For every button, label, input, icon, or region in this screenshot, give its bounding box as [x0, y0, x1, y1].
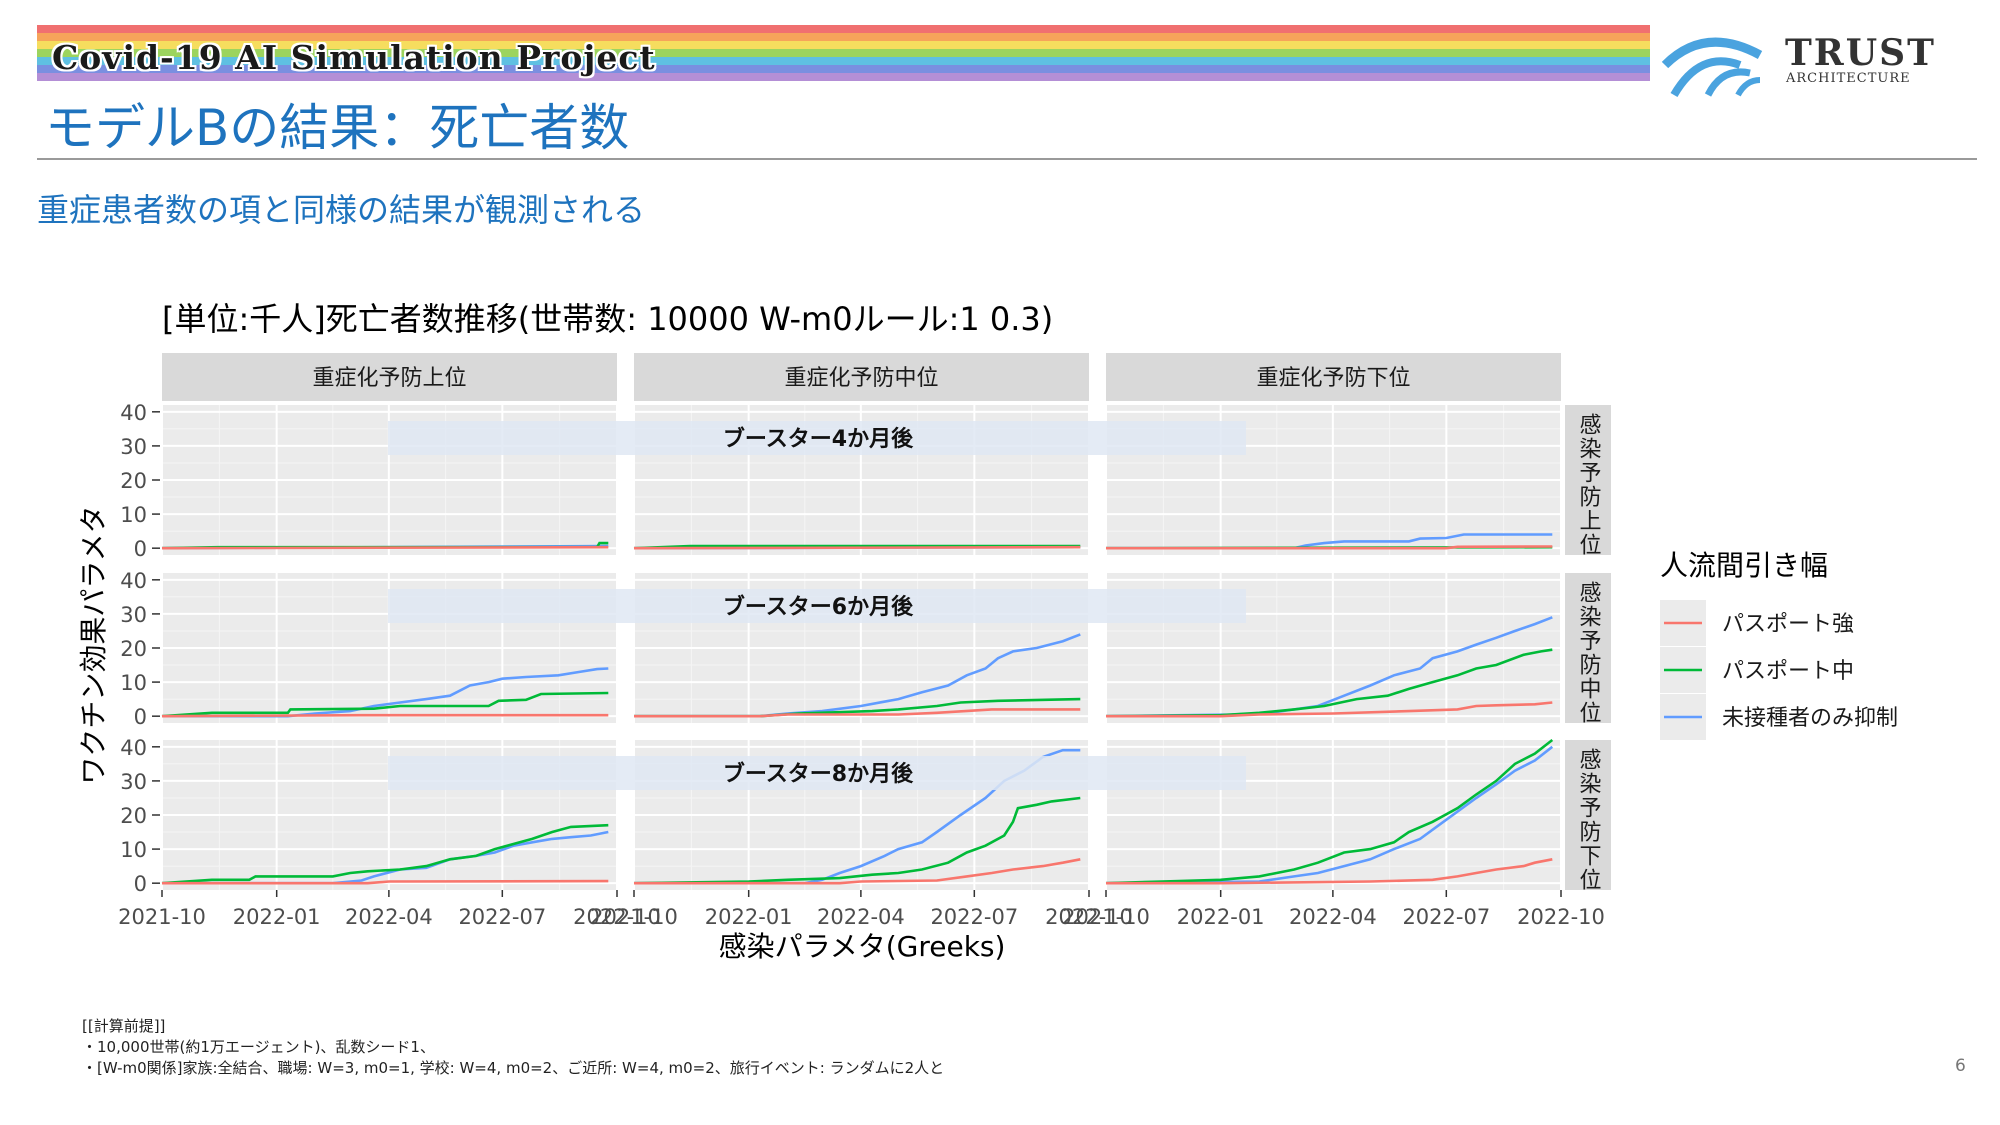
series-line-red	[162, 879, 609, 885]
rainbow-banner	[37, 25, 1650, 89]
series-line-red	[161, 713, 609, 718]
y-tick-label: 0	[134, 872, 147, 896]
series-line-green	[161, 691, 609, 718]
x-tick-label: 2022-10	[1517, 905, 1605, 929]
row-facet-label: 感染予防下位	[1576, 748, 1602, 892]
x-tick-label: 2022-10	[1045, 905, 1133, 929]
rainbow-stripe	[37, 65, 1650, 73]
x-tick-label: 2022-01	[233, 905, 321, 929]
y-tick-label: 0	[134, 705, 147, 729]
series-line-red	[161, 545, 609, 550]
col-strip	[1106, 353, 1561, 401]
y-tick-label: 30	[120, 770, 147, 794]
footnote-line-2: ・[W-m0関係]家族:全結合、職場: W=3, m0=1, 学校: W=4, …	[82, 1059, 945, 1077]
slide-title: モデルBの結果：死亡者数	[45, 99, 630, 157]
footnote-line-1: ・10,000世帯(約1万エージェント)、乱数シード1、	[82, 1038, 435, 1056]
x-tick-label: 2022-07	[930, 905, 1018, 929]
x-tick-label: 2022-07	[458, 905, 546, 929]
project-title: Covid-19 AI Simulation Project	[52, 38, 656, 77]
row-strip	[1565, 740, 1611, 890]
y-tick-label: 20	[120, 804, 147, 828]
page-number: 6	[1955, 1056, 1966, 1076]
x-tick-label: 2022-04	[1289, 905, 1377, 929]
rainbow-stripe	[37, 41, 1650, 49]
series-line-green	[1105, 738, 1554, 885]
annotation-band	[388, 589, 1246, 623]
x-tick-label: 2022-04	[345, 905, 433, 929]
y-tick-label: 30	[120, 435, 147, 459]
annotation-band	[388, 756, 1246, 790]
y-tick-label: 40	[120, 569, 147, 593]
x-tick-label: 2022-01	[705, 905, 793, 929]
y-tick-label: 40	[120, 401, 147, 425]
series-line-green	[633, 796, 1081, 885]
title-divider	[37, 158, 1977, 160]
series-line-red	[634, 858, 1081, 885]
col-facet-label: 重症化予防中位	[784, 366, 938, 391]
x-tick-label: 2022-04	[817, 905, 905, 929]
chart-title: [単位:千人]死亡者数推移(世帯数: 10000 W-m0ルール:1 0.3)	[162, 300, 1053, 338]
rainbow-stripe	[37, 25, 1650, 33]
row-facet-label: 感染予防中位	[1576, 581, 1602, 725]
x-tick-label: 2021-10	[118, 905, 206, 929]
col-facet-label: 重症化予防上位	[312, 366, 466, 391]
logo-name: TRUST	[1785, 32, 1936, 74]
annotation-band	[388, 421, 1246, 455]
y-tick-label: 40	[120, 736, 147, 760]
rainbow-stripe	[37, 49, 1650, 57]
row-strip	[1565, 573, 1611, 723]
rainbow-stripe	[37, 33, 1650, 41]
x-tick-label: 2021-10	[590, 905, 678, 929]
legend-entry-label: パスポート中	[1722, 659, 1854, 684]
y-tick-label: 0	[134, 537, 147, 561]
series-line-red	[1106, 545, 1553, 550]
col-strip	[162, 353, 617, 401]
rainbow-stripe	[37, 57, 1650, 65]
rainbow-stripe	[37, 73, 1650, 81]
legend-entry-label: 未接種者のみ抑制	[1722, 706, 1898, 731]
booster-annotation: ブースター6か月後	[723, 594, 914, 620]
col-facet-label: 重症化予防下位	[1256, 366, 1410, 391]
series-line-blue	[162, 667, 609, 718]
slide-subtitle: 重症患者数の項と同様の結果が観測される	[37, 191, 646, 229]
y-tick-label: 30	[120, 603, 147, 627]
legend-title: 人流間引き幅	[1660, 549, 1828, 582]
y-axis-title: ワクチン効果パラメタ	[77, 505, 110, 784]
death-count-faceted-line-chart: [単位:千人]死亡者数推移(世帯数: 10000 W-m0ルール:1 0.3) 重…	[77, 300, 1898, 963]
series-line-green	[161, 823, 609, 885]
row-facet-label: 感染予防上位	[1576, 413, 1602, 557]
series-line-red	[1106, 701, 1553, 718]
series-line-blue	[1105, 745, 1554, 885]
series-line-red	[633, 545, 1081, 550]
x-axis-title: 感染パラメタ(Greeks)	[719, 930, 1006, 963]
series-line-red	[1106, 858, 1553, 885]
y-tick-label: 10	[120, 503, 147, 527]
y-tick-label: 10	[120, 671, 147, 695]
x-tick-label: 2021-10	[1062, 905, 1150, 929]
trust-architecture-logo	[1661, 37, 1763, 98]
series-line-green	[1105, 648, 1553, 718]
col-strip	[634, 353, 1089, 401]
legend-entry-label: パスポート強	[1722, 612, 1854, 637]
booster-annotation: ブースター4か月後	[723, 426, 914, 452]
series-line-red	[634, 708, 1081, 718]
x-tick-label: 2022-10	[573, 905, 661, 929]
y-tick-label: 10	[120, 838, 147, 862]
x-tick-label: 2022-01	[1177, 905, 1265, 929]
y-tick-label: 20	[120, 469, 147, 493]
logo-subtitle: ARCHITECTURE	[1786, 71, 1911, 86]
x-tick-label: 2022-07	[1402, 905, 1490, 929]
booster-annotation: ブースター8か月後	[723, 761, 914, 787]
row-strip	[1565, 405, 1611, 555]
footnote-heading: [[計算前提]]	[82, 1017, 166, 1035]
y-tick-label: 20	[120, 637, 147, 661]
